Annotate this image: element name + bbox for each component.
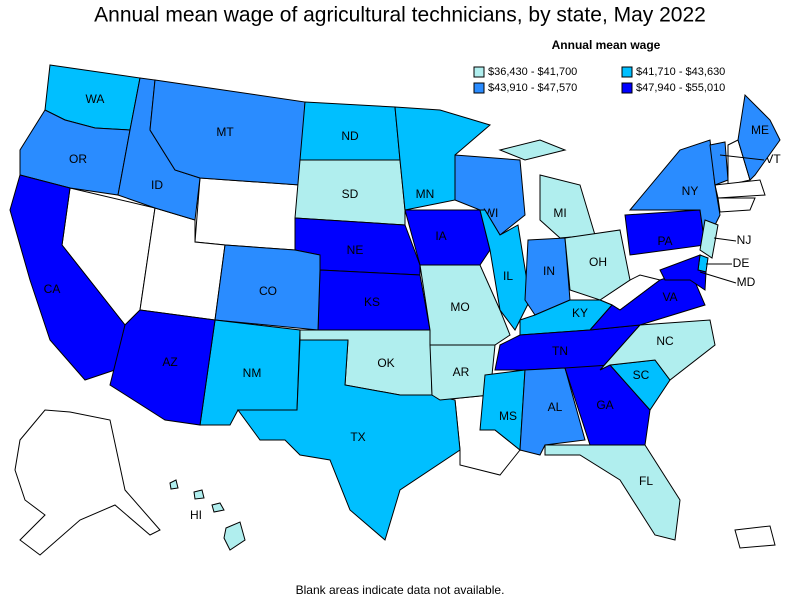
state-shape [479, 369, 526, 451]
state-label: ND [341, 129, 359, 143]
legend-label: $47,940 - $55,010 [636, 82, 725, 94]
title: Annual mean wage of agricultural technic… [94, 4, 706, 27]
state-shape [699, 219, 719, 259]
state-label: WA [86, 92, 105, 106]
state-shape [109, 309, 216, 426]
state-label: VA [662, 290, 677, 304]
state-label: AL [548, 400, 563, 414]
leaders [699, 154, 765, 284]
footnote: Blank areas indicate data not available. [296, 583, 505, 597]
state-label: MT [216, 125, 234, 139]
state-shape [429, 344, 496, 401]
state-label: TX [350, 430, 365, 444]
state-label: NY [682, 184, 699, 198]
state-label: OK [377, 356, 394, 370]
state-label: CA [44, 282, 61, 296]
state-label: PA [657, 234, 672, 248]
state-shape [624, 209, 706, 256]
blank-states [14, 139, 776, 556]
state-label: MN [416, 187, 435, 201]
state-shape [539, 174, 596, 239]
legend-label: $36,430 - $41,700 [488, 66, 577, 78]
state-shape [564, 229, 631, 301]
state-shape [709, 141, 729, 186]
state-label: AR [453, 365, 470, 379]
state-label: TN [552, 344, 568, 358]
state-label: NJ [737, 233, 752, 247]
state-shape [659, 254, 707, 291]
state-shape [717, 197, 756, 213]
state-label: KY [572, 306, 588, 320]
legend-title: Annual mean wage [552, 38, 661, 52]
legend-label: $41,710 - $43,630 [636, 66, 725, 78]
legend-swatch [473, 66, 485, 78]
territory-shape [734, 525, 776, 549]
state-shape [564, 364, 651, 446]
leader-line [699, 271, 737, 284]
state-shape [211, 502, 225, 513]
state-shape [419, 264, 511, 346]
leader-line [713, 237, 737, 242]
state-shape [737, 93, 781, 181]
state-label: IL [503, 269, 513, 283]
state-shape [9, 174, 126, 381]
legend-swatch [621, 66, 633, 78]
state-label: FL [639, 474, 653, 488]
state-label: NC [656, 334, 674, 348]
state-shape [404, 209, 491, 266]
state-shape [544, 444, 681, 541]
state-label: HI [190, 508, 202, 522]
state-shape [599, 319, 716, 381]
legend-label: $43,910 - $47,570 [488, 82, 577, 94]
state-label: IN [543, 264, 555, 278]
state-label: NM [243, 366, 262, 380]
state-label: SD [342, 187, 359, 201]
state-label: AZ [162, 355, 177, 369]
state-shape [193, 489, 205, 500]
state-shape [223, 521, 246, 551]
state-label: SC [633, 368, 650, 382]
legend-swatch [621, 82, 633, 94]
state-label: KS [364, 295, 380, 309]
state-shape [628, 139, 721, 247]
state-label: NE [347, 243, 364, 257]
legend-swatch [473, 82, 485, 94]
leader-line [719, 154, 765, 161]
state-shape [14, 409, 161, 556]
state-label: MD [737, 275, 756, 289]
state-shape [294, 159, 406, 226]
state-shape [237, 339, 461, 541]
state-label: IA [435, 229, 446, 243]
state-label: MS [499, 409, 517, 423]
state-shape [588, 269, 706, 331]
state-label: GA [596, 398, 613, 412]
state-shape [169, 479, 179, 490]
state-label: OR [69, 152, 87, 166]
state-shape [714, 179, 766, 199]
state-label: MO [450, 300, 469, 314]
state-shape [498, 139, 567, 161]
state-label: CO [259, 284, 277, 298]
state-shape [194, 177, 301, 251]
state-label: OH [589, 255, 607, 269]
state-label: ID [151, 178, 163, 192]
state-label: MI [553, 206, 566, 220]
state-label: ME [751, 123, 769, 137]
state-label: DE [733, 256, 750, 270]
